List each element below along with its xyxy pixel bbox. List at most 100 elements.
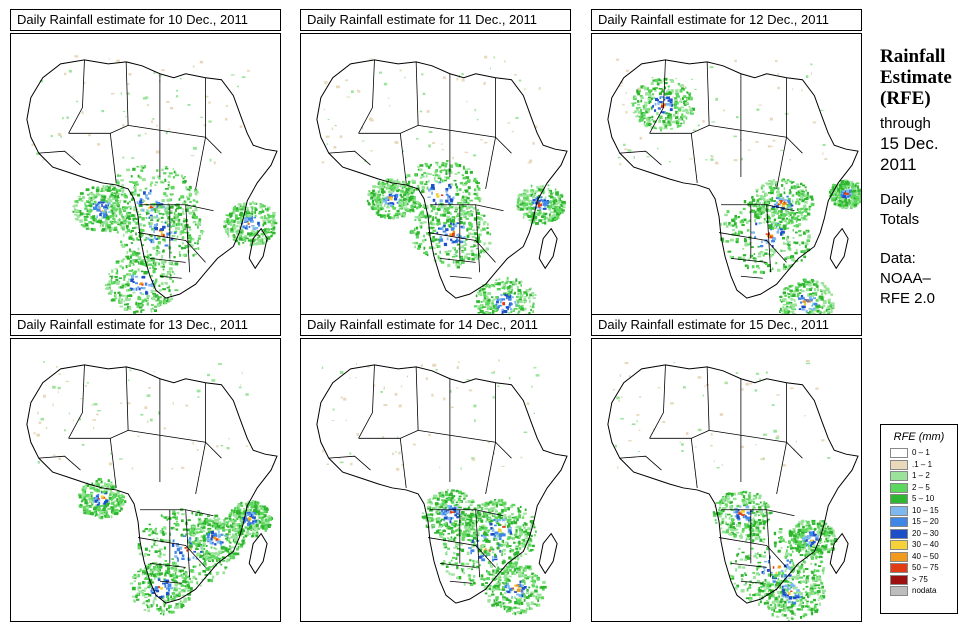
rain-cell xyxy=(633,156,635,159)
rain-cell xyxy=(792,259,795,262)
rain-cell xyxy=(227,221,231,225)
rain-cell xyxy=(525,189,529,193)
rain-cell xyxy=(623,143,626,147)
rain-cell xyxy=(795,288,799,292)
rain-cell xyxy=(658,87,663,90)
rain-cell xyxy=(669,98,673,102)
rain-cell xyxy=(259,505,263,508)
rain-cell xyxy=(408,191,411,195)
rain-cell xyxy=(111,276,113,280)
rain-cell xyxy=(379,71,382,74)
rain-cell xyxy=(261,238,264,241)
rain-cell xyxy=(128,294,133,298)
rain-cell xyxy=(394,186,398,190)
rain-cell xyxy=(534,190,538,193)
rain-cell xyxy=(351,90,354,94)
rain-cell xyxy=(459,240,464,244)
rain-cell xyxy=(238,528,242,532)
rain-cell xyxy=(153,268,157,270)
rain-cell xyxy=(773,223,777,227)
rain-cell xyxy=(247,501,250,504)
rain-cell xyxy=(154,527,157,530)
rain-cell xyxy=(675,89,679,93)
rain-cell xyxy=(819,109,824,111)
rain-cell xyxy=(182,247,186,250)
rain-cell xyxy=(542,207,547,210)
rain-cell xyxy=(31,143,35,146)
rain-cell xyxy=(198,234,201,237)
rain-cell xyxy=(166,206,170,210)
rain-cell xyxy=(784,307,788,311)
rain-cell xyxy=(247,69,250,72)
rain-cell xyxy=(854,184,857,188)
rain-cell xyxy=(496,298,499,302)
rain-cell xyxy=(154,305,158,308)
rain-cell xyxy=(470,249,474,252)
rain-cell xyxy=(233,225,236,230)
rain-cell xyxy=(478,221,481,224)
rain-cell xyxy=(261,208,264,211)
rain-cell xyxy=(656,82,660,86)
rain-cell xyxy=(156,201,161,205)
rain-cell xyxy=(161,250,165,253)
rain-cell xyxy=(110,193,114,197)
rain-cell xyxy=(402,203,406,207)
rain-cell xyxy=(154,210,157,214)
rain-cell xyxy=(133,206,136,210)
rain-cell xyxy=(743,238,747,240)
rain-cell xyxy=(173,272,176,275)
rain-cell xyxy=(836,193,841,197)
rain-cell xyxy=(164,282,168,285)
rain-cell xyxy=(166,516,170,518)
rain-cell xyxy=(782,291,786,295)
rain-cell xyxy=(672,96,674,98)
rain-cell xyxy=(212,564,215,568)
rain-cell xyxy=(636,90,640,94)
rain-cell xyxy=(161,530,165,534)
rain-cell xyxy=(199,539,203,542)
rain-cell xyxy=(139,262,144,265)
rain-cell xyxy=(673,98,678,102)
rain-cell xyxy=(396,209,400,212)
rain-cell xyxy=(677,124,682,127)
rain-cell xyxy=(669,108,673,112)
rain-cell xyxy=(518,79,522,82)
rain-cell xyxy=(270,234,273,238)
rain-cell xyxy=(232,511,235,515)
rain-cell xyxy=(748,237,752,241)
rain-cell xyxy=(816,309,820,313)
rain-cell xyxy=(440,194,444,197)
rain-cell xyxy=(548,205,553,209)
rain-cell xyxy=(152,261,155,265)
rain-cell xyxy=(74,217,79,220)
rain-cell xyxy=(483,141,488,144)
rain-cell xyxy=(391,188,395,192)
rain-cell xyxy=(118,218,121,222)
rain-cell xyxy=(702,120,705,123)
rain-cell xyxy=(202,542,206,546)
country-border xyxy=(415,61,419,126)
rain-cell xyxy=(141,299,145,303)
rain-cell xyxy=(480,301,483,303)
rain-cell xyxy=(382,185,385,189)
rain-cell xyxy=(377,190,380,193)
rain-cell xyxy=(475,237,478,242)
rain-cell xyxy=(424,204,429,208)
rain-cell xyxy=(130,254,134,257)
rain-cell xyxy=(212,521,216,524)
rain-cell xyxy=(797,190,801,194)
rain-cell xyxy=(483,296,487,300)
rain-cell xyxy=(228,528,232,532)
rain-cell xyxy=(796,224,800,228)
rain-cell xyxy=(161,69,165,72)
rain-cell xyxy=(669,119,672,123)
rain-cell xyxy=(410,188,414,192)
rain-cell xyxy=(767,179,772,182)
rain-cell xyxy=(232,238,235,241)
rain-cell xyxy=(244,218,249,222)
rain-cell xyxy=(543,221,547,225)
panel-title: Daily Rainfall estimate for 10 Dec., 201… xyxy=(10,9,281,31)
rain-cell xyxy=(252,520,256,523)
rain-cell xyxy=(199,529,203,532)
rain-cell xyxy=(376,193,380,196)
